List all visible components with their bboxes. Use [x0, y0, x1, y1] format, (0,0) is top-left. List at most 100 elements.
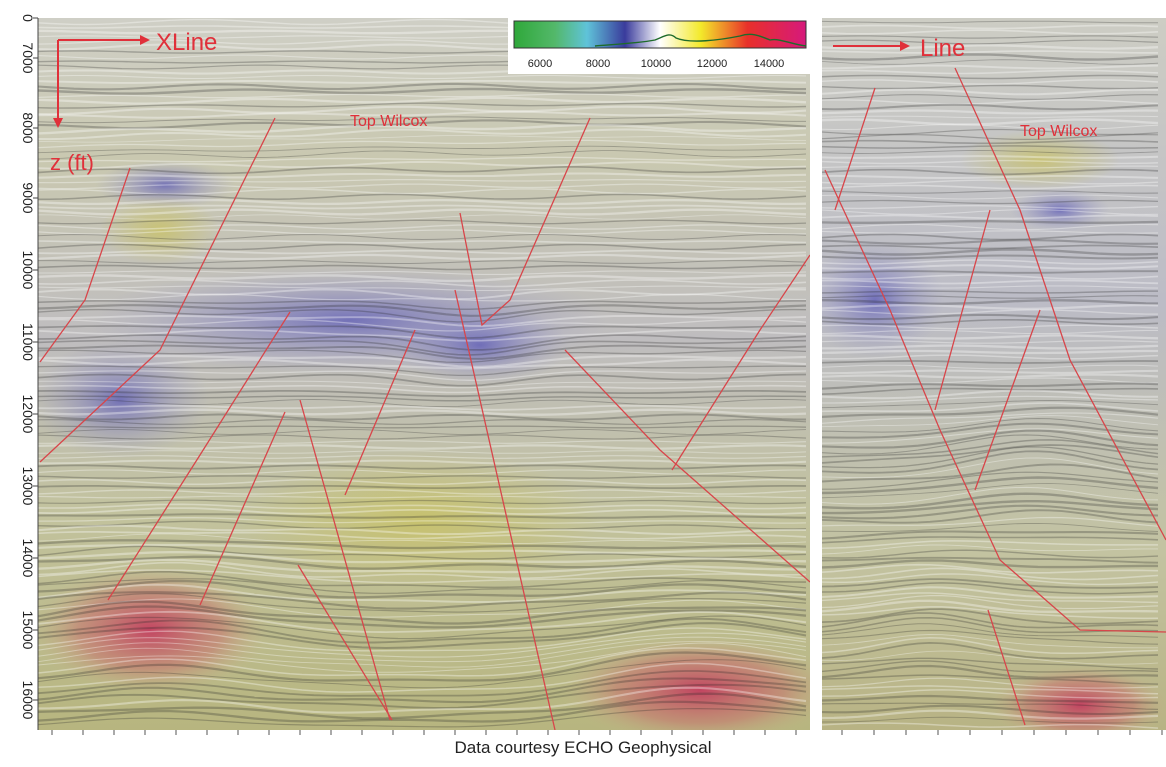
reflector-line — [38, 539, 807, 550]
reflector-line — [822, 103, 1159, 111]
reflector-line — [38, 249, 807, 255]
reflector-line — [38, 219, 807, 225]
reflector-line — [822, 702, 1159, 710]
fault-line — [954, 67, 1166, 541]
reflector-line — [822, 329, 1159, 335]
reflector-line — [822, 145, 1159, 149]
reflector-line — [38, 513, 807, 519]
reflector-line — [38, 558, 807, 574]
fault-line — [39, 117, 276, 463]
reflector-line — [38, 677, 807, 704]
reflector-line — [38, 82, 806, 91]
reflector-line — [822, 471, 1159, 490]
reflector-line — [822, 463, 1159, 483]
reflector-line — [822, 259, 1159, 265]
reflector-line — [822, 128, 1159, 136]
reflector-line — [38, 636, 807, 663]
depth-tick-label: 13000 — [20, 467, 36, 506]
reflector-line — [822, 349, 1158, 355]
reflector-line — [822, 582, 1159, 595]
reflector-line — [38, 683, 807, 709]
reflector-line — [822, 716, 1159, 724]
reflector-line — [822, 382, 1159, 390]
reflector-line — [38, 370, 807, 381]
reflector-line — [822, 168, 1159, 176]
reflector-line — [822, 578, 1159, 589]
reflector-line — [822, 270, 1158, 274]
reflector-line — [822, 483, 1159, 499]
reflector-line — [38, 642, 807, 673]
reflector-line — [38, 260, 807, 264]
reflector-line — [822, 24, 1159, 30]
reflector-line — [38, 707, 807, 728]
reflector-line — [38, 395, 807, 402]
reflector-line — [822, 115, 1159, 119]
fault-line — [459, 117, 591, 327]
fault-line — [934, 209, 991, 411]
reflector-line — [38, 304, 807, 317]
data-credit: Data courtesy ECHO Geophysical — [454, 738, 712, 757]
reflector-line — [38, 96, 807, 105]
top-wilcox-label-inline: Top Wilcox — [350, 113, 427, 130]
reflector-line — [822, 586, 1159, 599]
reflector-line — [38, 450, 807, 454]
reflector-line — [38, 344, 807, 360]
reflector-line — [38, 503, 807, 510]
reflector-line — [822, 59, 1159, 65]
reflector-line — [822, 595, 1159, 610]
reflector-line — [822, 319, 1159, 326]
depth-axis-ticks: 0 7000 8000 9000 10000 11000 12000 13000 14000 15… — [20, 14, 38, 720]
reflector-line — [822, 313, 1159, 321]
reflector-line — [822, 567, 1159, 581]
reflector-line — [822, 412, 1159, 424]
reflector-line — [822, 563, 1159, 574]
reflector-line — [38, 605, 807, 629]
reflector-line — [822, 220, 1159, 224]
reflector-line — [822, 429, 1159, 449]
reflector-line — [822, 642, 1159, 660]
reflector-line — [822, 123, 1159, 130]
reflector-line — [822, 364, 1159, 370]
reflector-line — [822, 657, 1159, 670]
reflector-line — [822, 69, 1159, 75]
reflector-line — [822, 709, 1159, 720]
reflector-line — [38, 139, 806, 149]
fault-line — [299, 399, 391, 721]
xline-arrow — [53, 35, 150, 128]
reflector-line — [38, 172, 807, 179]
reflector-line — [38, 495, 807, 499]
reflector-line — [38, 93, 806, 99]
reflector-line — [822, 279, 1159, 285]
top-wilcox-label-crossline: Top Wilcox — [1020, 123, 1097, 140]
reflector-line — [822, 439, 1159, 458]
reflector-line — [822, 544, 1158, 555]
reflector-line — [822, 389, 1158, 400]
reflector-line — [38, 520, 807, 530]
fault-line — [39, 167, 131, 363]
reflector-line — [38, 399, 807, 408]
reflector-line — [822, 35, 1159, 39]
reflector-line — [822, 165, 1159, 169]
reflector-line — [822, 118, 1159, 126]
reflector-line — [38, 459, 807, 465]
reflector-line — [38, 469, 806, 475]
reflector-line — [822, 223, 1159, 231]
reflector-line — [822, 616, 1159, 634]
reflector-line — [38, 229, 807, 235]
reflector-line — [822, 233, 1159, 241]
reflector-line — [822, 516, 1159, 527]
depth-tick-label: 0 — [20, 14, 36, 22]
reflector-line — [822, 290, 1158, 294]
reflector-line — [822, 99, 1159, 105]
depth-tick-label: 7000 — [20, 42, 36, 73]
reflector-line — [822, 434, 1159, 455]
reflector-line — [822, 573, 1159, 586]
right-fault-lines — [824, 67, 1166, 726]
reflector-line — [38, 102, 807, 109]
reflector-line — [38, 692, 807, 720]
reflector-line — [822, 704, 1159, 716]
reflector-line — [822, 428, 1159, 444]
reflector-line — [822, 549, 1159, 559]
reflector-line — [822, 264, 1159, 270]
reflector-line — [38, 700, 807, 723]
